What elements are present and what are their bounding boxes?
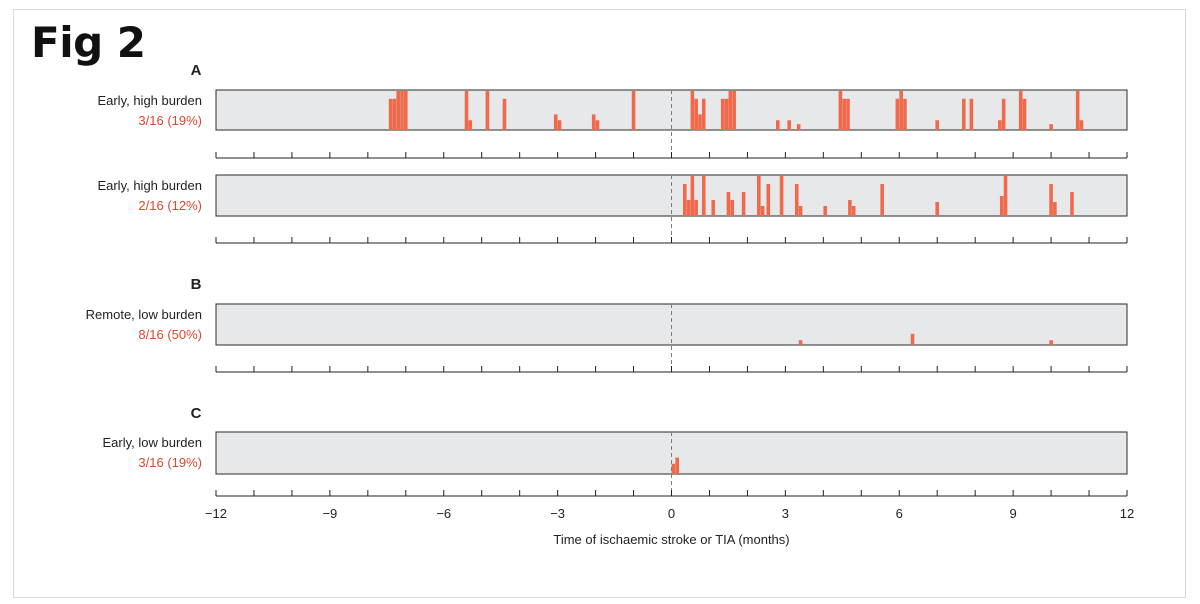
event-bar bbox=[1053, 202, 1057, 216]
panel-group-label: Early, low burden bbox=[103, 435, 202, 450]
event-bar bbox=[726, 192, 731, 216]
event-bar bbox=[1075, 91, 1080, 130]
event-bar bbox=[999, 196, 1004, 216]
panel-stat: 3/16 (19%) bbox=[138, 113, 202, 128]
event-bar bbox=[895, 98, 900, 130]
event-bar bbox=[848, 200, 852, 216]
x-tick-label: −9 bbox=[322, 506, 337, 521]
x-tick-label: 3 bbox=[782, 506, 789, 521]
event-bar bbox=[671, 463, 676, 474]
event-bar bbox=[595, 120, 600, 130]
event-bar bbox=[741, 192, 746, 216]
event-bar bbox=[403, 91, 408, 130]
event-bar bbox=[396, 91, 400, 130]
panel-group-label: Remote, low burden bbox=[86, 307, 202, 322]
event-bar bbox=[502, 98, 507, 130]
event-bar bbox=[899, 91, 903, 130]
event-bar bbox=[757, 176, 761, 216]
x-tick-label: 9 bbox=[1010, 506, 1017, 521]
event-bar bbox=[690, 176, 695, 216]
event-bar bbox=[779, 176, 784, 216]
event-bar bbox=[935, 120, 940, 130]
event-bar bbox=[730, 200, 735, 216]
x-tick-label: 12 bbox=[1120, 506, 1134, 521]
panel-track bbox=[215, 303, 1128, 346]
x-tick-label: 0 bbox=[668, 506, 675, 521]
event-bar bbox=[675, 457, 679, 474]
event-bar bbox=[388, 98, 393, 130]
panel-stat: 3/16 (19%) bbox=[138, 455, 202, 470]
panel-stat: 2/16 (12%) bbox=[138, 198, 202, 213]
panel-letter: C bbox=[191, 405, 202, 422]
x-tick-label: −3 bbox=[550, 506, 565, 521]
event-bar bbox=[728, 91, 733, 130]
event-bar bbox=[464, 91, 469, 130]
event-bar bbox=[910, 333, 915, 345]
panel-letter: A bbox=[191, 62, 202, 79]
event-bar bbox=[690, 91, 695, 130]
event-bar bbox=[701, 176, 706, 216]
event-bar bbox=[846, 98, 850, 130]
event-bar bbox=[851, 206, 856, 216]
event-bar bbox=[701, 98, 706, 130]
panel-track bbox=[215, 89, 1128, 131]
event-bar bbox=[724, 98, 729, 130]
event-bar bbox=[485, 91, 490, 130]
event-bar bbox=[787, 120, 791, 130]
event-bar bbox=[796, 124, 801, 130]
x-tick-label: −12 bbox=[205, 506, 227, 521]
event-bar bbox=[720, 98, 725, 130]
panel-stat: 8/16 (50%) bbox=[138, 327, 202, 342]
event-bar bbox=[798, 340, 803, 345]
event-bar bbox=[1018, 91, 1023, 130]
event-bar bbox=[838, 91, 843, 130]
event-bar bbox=[392, 98, 397, 130]
x-tick-label: 6 bbox=[896, 506, 903, 521]
event-bar bbox=[903, 98, 907, 130]
event-bar bbox=[798, 206, 803, 216]
event-bar bbox=[969, 98, 974, 130]
event-bar bbox=[1049, 184, 1053, 216]
event-bar bbox=[998, 120, 1002, 130]
event-bar bbox=[935, 202, 940, 216]
figure-frame bbox=[13, 9, 1186, 598]
event-bar bbox=[694, 98, 698, 130]
event-bar bbox=[1049, 340, 1053, 345]
event-bar bbox=[631, 91, 636, 130]
event-bar bbox=[1049, 124, 1053, 130]
event-bar bbox=[961, 98, 966, 130]
x-tick-label: −6 bbox=[436, 506, 451, 521]
event-bar bbox=[694, 200, 698, 216]
event-bar bbox=[1001, 98, 1006, 130]
event-bar bbox=[1022, 98, 1027, 130]
panel-group-label: Early, high burden bbox=[97, 93, 202, 108]
event-bar bbox=[794, 184, 799, 216]
event-bar bbox=[553, 114, 558, 130]
figure-title: Fig 2 bbox=[31, 18, 146, 67]
panel-letter: B bbox=[191, 276, 202, 293]
event-bar bbox=[557, 120, 562, 130]
event-bar bbox=[1003, 176, 1008, 216]
x-axis-label: Time of ischaemic stroke or TIA (months) bbox=[553, 532, 789, 547]
event-bar bbox=[400, 91, 404, 130]
event-bar bbox=[682, 184, 687, 216]
event-bar bbox=[698, 114, 702, 130]
event-bar bbox=[732, 91, 736, 130]
event-bar bbox=[760, 206, 765, 216]
panel-group-label: Early, high burden bbox=[97, 178, 202, 193]
event-bar bbox=[711, 200, 716, 216]
event-bar bbox=[591, 114, 596, 130]
event-bar bbox=[880, 184, 884, 216]
event-bar bbox=[766, 184, 771, 216]
event-bar bbox=[468, 120, 473, 130]
panel-track bbox=[215, 174, 1128, 217]
event-bar bbox=[1079, 120, 1084, 130]
event-bar bbox=[686, 200, 691, 216]
event-bar bbox=[1070, 192, 1074, 216]
event-bar bbox=[823, 206, 828, 216]
event-bar bbox=[775, 120, 780, 130]
event-bar bbox=[842, 98, 847, 130]
